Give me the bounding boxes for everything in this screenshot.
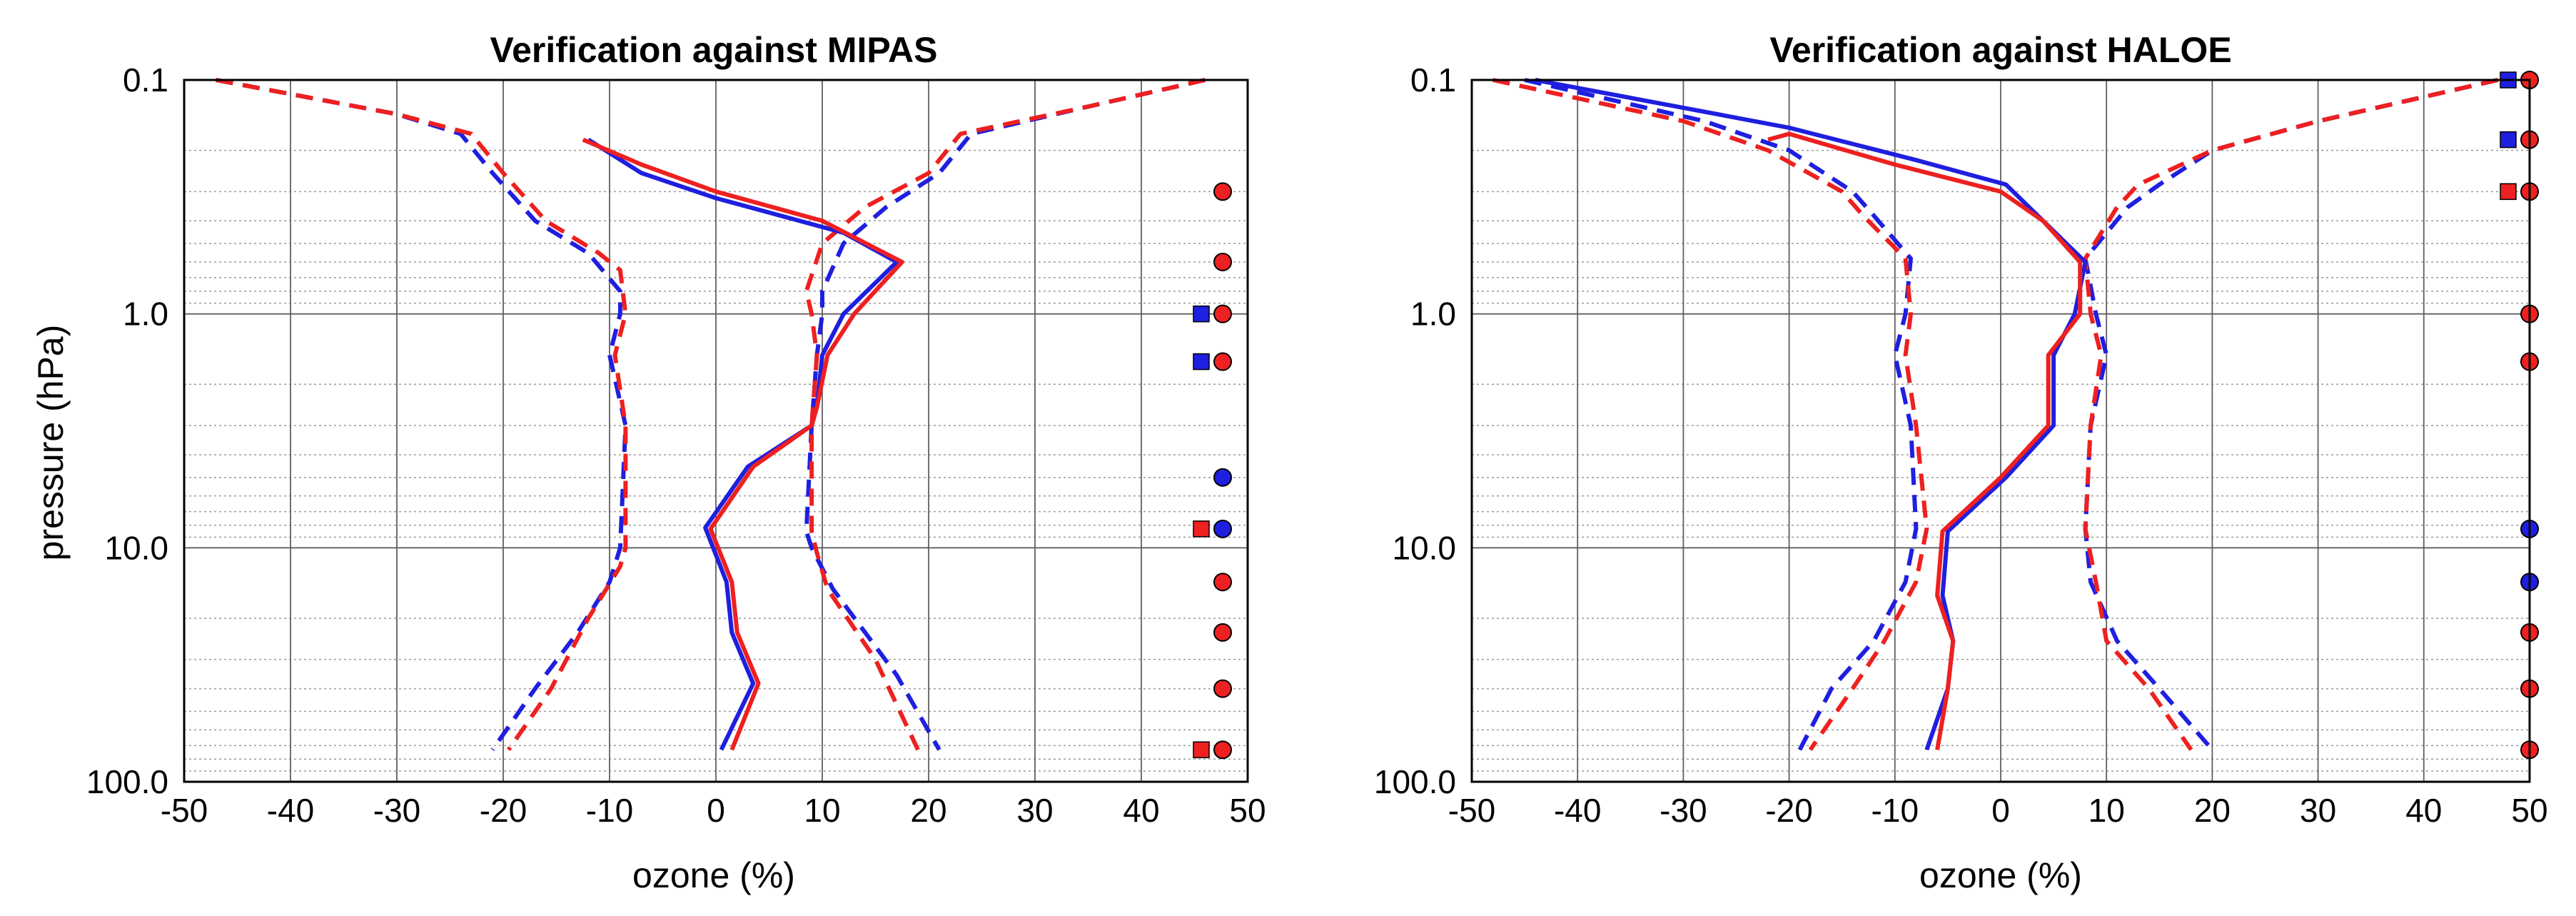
x-tick-label: 30 xyxy=(2300,792,2336,829)
x-tick-label: 50 xyxy=(2511,792,2547,829)
plot-area xyxy=(1492,71,2539,760)
significance-marker-circle xyxy=(1213,182,1232,201)
axis-ticks: -50 -40 -30 -20 -10 0 10 20 30 40 50 0.1 1.0 10.0 100.… xyxy=(1374,61,2548,829)
x-tick-label: -20 xyxy=(1765,792,1812,829)
significance-marker-square xyxy=(2500,183,2517,201)
significance-marker-circle xyxy=(1213,679,1232,698)
chart-title: Verification against HALOE xyxy=(1769,30,2231,70)
x-tick-label: -30 xyxy=(1660,792,1707,829)
x-tick-label: -40 xyxy=(1554,792,1601,829)
significance-marker-circle xyxy=(1213,573,1232,592)
significance-marker-square xyxy=(2500,131,2517,149)
series-blue-mean xyxy=(587,138,899,751)
plot-area xyxy=(216,78,1232,760)
plot-frame xyxy=(183,79,1249,783)
series-blue-std-upper xyxy=(804,78,1206,751)
axis-ticks: -50 -40 -30 -20 -10 0 10 20 30 40 50 0.1 1.0 10.0 100.… xyxy=(86,61,1266,829)
y-tick-label: 0.1 xyxy=(1410,61,1456,99)
plot-frame xyxy=(1470,79,2531,783)
x-tick-label: -40 xyxy=(267,792,314,829)
significance-marker-circle xyxy=(1213,623,1232,642)
x-axis-label: ozone (%) xyxy=(632,855,795,895)
x-tick-label: -20 xyxy=(480,792,527,829)
series-red-std-lower xyxy=(216,78,628,751)
y-axis-label: pressure (hPa) xyxy=(31,325,71,561)
grid xyxy=(183,79,1248,782)
series-red-std-upper xyxy=(2083,78,2499,751)
significance-marker-circle xyxy=(1213,740,1232,760)
panel-mipas: Verification against MIPAS -50 -40 -30 -20-… xyxy=(31,30,1266,895)
y-tick-label: 0.1 xyxy=(123,61,168,99)
significance-marker-square xyxy=(1193,741,1210,758)
series-blue-std-lower xyxy=(216,78,628,751)
x-tick-label: -10 xyxy=(1872,792,1919,829)
x-tick-label: 20 xyxy=(910,792,946,829)
series-red-mean xyxy=(582,137,904,751)
significance-marker-circle xyxy=(1213,304,1232,323)
y-tick-label: 1.0 xyxy=(1410,296,1456,333)
significance-marker-square xyxy=(1193,305,1210,323)
y-tick-label: 100.0 xyxy=(86,763,168,800)
x-tick-label: 40 xyxy=(1123,792,1159,829)
series-red-std-lower xyxy=(1492,78,1929,751)
x-tick-label: 10 xyxy=(804,792,840,829)
x-tick-label: 10 xyxy=(2088,792,2125,829)
series-red-mean xyxy=(1767,131,2083,750)
significance-marker-circle xyxy=(1213,519,1232,538)
significance-marker-circle xyxy=(1213,468,1232,487)
panel-haloe: Verification against HALOE -50 -40 -30 -20-… xyxy=(1374,30,2548,895)
x-tick-label: -50 xyxy=(161,792,208,829)
series-red-std-upper xyxy=(804,78,1206,751)
x-tick-label: 20 xyxy=(2194,792,2231,829)
x-tick-label: 50 xyxy=(1229,792,1266,829)
series-blue-std-lower xyxy=(1524,78,1919,751)
y-tick-label: 10.0 xyxy=(1392,529,1456,566)
x-tick-label: 0 xyxy=(1991,792,2010,829)
y-tick-label: 10.0 xyxy=(104,529,168,566)
y-tick-label: 1.0 xyxy=(123,296,168,333)
x-tick-label: 30 xyxy=(1016,792,1053,829)
x-tick-label: -30 xyxy=(373,792,420,829)
x-tick-label: -50 xyxy=(1448,792,1495,829)
x-tick-label: -10 xyxy=(586,792,633,829)
significance-marker-circle xyxy=(1213,352,1232,371)
x-tick-label: 0 xyxy=(707,792,725,829)
x-tick-label: 40 xyxy=(2405,792,2442,829)
series-blue-mean xyxy=(1535,78,2088,751)
chart-title: Verification against MIPAS xyxy=(490,30,937,70)
significance-marker-circle xyxy=(1213,252,1232,271)
significance-marker-square xyxy=(1193,520,1210,538)
x-axis-label: ozone (%) xyxy=(1919,855,2082,895)
significance-marker-square xyxy=(1193,353,1210,371)
y-tick-label: 100.0 xyxy=(1374,763,1456,800)
